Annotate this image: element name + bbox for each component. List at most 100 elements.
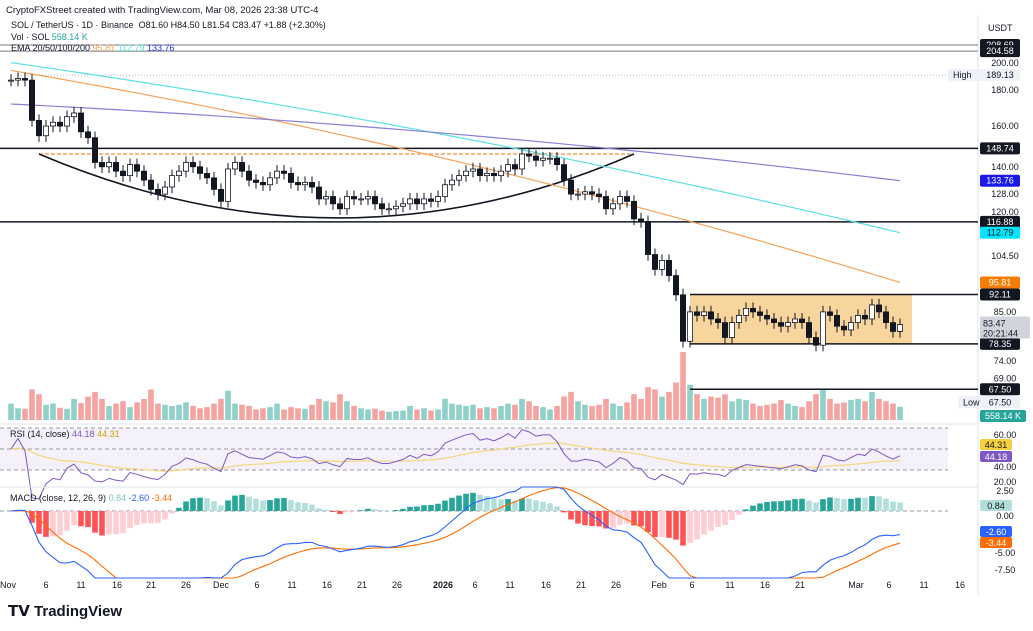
candle-body: [280, 170, 287, 174]
volume-bar: [288, 407, 294, 420]
rsi-line: [10, 429, 901, 500]
candle-body: [14, 78, 21, 81]
rsi-legend: RSI (14, close) 44.18 44.31: [10, 429, 120, 439]
volume-bar: [267, 407, 273, 420]
volume-bar: [421, 408, 427, 420]
volume-bar: [113, 403, 119, 420]
level-label-bg: [980, 142, 1020, 155]
credit-text: CryptoFXStreet created with TradingView.…: [6, 5, 319, 16]
macd-hist-bar: [715, 511, 721, 527]
candle-body: [392, 205, 399, 210]
candle-body: [869, 304, 876, 320]
macd-hist-bar: [596, 511, 602, 527]
macd-hist-bar: [78, 511, 84, 527]
volume-bar: [127, 407, 133, 420]
macd-hist-bar: [85, 511, 91, 528]
ema-label: 112.79: [987, 228, 1014, 238]
macd-signal-value: -3.44: [151, 493, 173, 503]
candle-body: [526, 153, 533, 157]
candle-body: [259, 182, 266, 186]
candle-body: [497, 170, 504, 177]
candle-body: [364, 196, 371, 200]
volume-bar: [736, 398, 742, 420]
rsi-tick: 60.00: [994, 430, 1017, 440]
macd-label-bg: [980, 526, 1012, 537]
volume-bar: [799, 407, 805, 420]
volume-bar: [414, 409, 420, 420]
candle-body: [106, 162, 113, 168]
macd-hist-bar: [442, 500, 448, 511]
candle-body: [469, 168, 476, 172]
candle-body: [210, 177, 217, 190]
macd-hist-bar: [99, 511, 105, 536]
level-label: 208.69: [986, 40, 1014, 50]
macd-hist-bar: [400, 508, 406, 511]
candle-body: [252, 179, 259, 183]
time-tick: Mar: [848, 580, 864, 590]
symbol-line: SOL / TetherUS · 1D · Binance: [11, 20, 134, 30]
candle-body: [238, 162, 245, 172]
volume-bar: [813, 394, 819, 420]
candle-body: [189, 162, 196, 168]
macd-hist-bar: [323, 509, 329, 511]
candle-body: [217, 188, 224, 202]
candle-body: [533, 155, 540, 161]
candle-body: [624, 196, 631, 202]
volume-bar: [470, 404, 476, 420]
candle-body: [504, 164, 511, 172]
ema200-value: 133.76: [147, 43, 175, 53]
candle-body: [147, 179, 154, 190]
macd-hist-bar: [589, 511, 595, 527]
macd-hist-bar: [575, 511, 581, 524]
volume-bar: [50, 403, 56, 420]
candle-body: [7, 79, 14, 82]
volume-bar: [92, 391, 98, 420]
candle-body: [120, 170, 127, 177]
macd-hist-bar: [617, 511, 623, 526]
macd-hist-bar: [757, 503, 763, 511]
volume-bar: [701, 398, 707, 420]
time-tick: 21: [576, 580, 586, 590]
volume-bar: [106, 405, 112, 420]
volume-bar: [29, 389, 35, 420]
candle-body: [610, 203, 617, 210]
ema-label: 133.76: [986, 176, 1014, 186]
candle-body: [427, 198, 434, 202]
volume-bar: [162, 404, 168, 420]
macd-hist-bar: [638, 511, 644, 527]
macd-hist-bar: [771, 501, 777, 511]
macd-hist-bar: [855, 497, 861, 511]
macd-hist-bar: [568, 511, 574, 520]
rsi-title: RSI (14, close): [10, 429, 70, 439]
candle-body: [36, 119, 43, 137]
candle-body: [245, 170, 252, 181]
macd-hist-bar: [162, 511, 168, 520]
candle-body: [540, 157, 547, 161]
candle-body: [154, 188, 161, 195]
macd-hist-bar: [519, 498, 525, 511]
macd-hist-bar: [792, 499, 798, 511]
candle-body: [666, 259, 673, 276]
volume-bar: [771, 403, 777, 420]
candle-body: [547, 157, 554, 160]
volume-bar: [8, 403, 14, 420]
ema-line: [10, 62, 901, 234]
volume-bar: [624, 402, 630, 420]
candle-body: [420, 198, 427, 205]
volume-bar: [757, 405, 763, 420]
candle-body: [764, 315, 771, 320]
volume-bar: [43, 404, 49, 420]
level-label: 148.74: [986, 143, 1014, 153]
macd-hist-bar: [414, 506, 420, 511]
macd-hist-bar: [876, 496, 882, 511]
volume-bar: [785, 403, 791, 420]
volume-bar: [141, 398, 147, 420]
price-tick: 140.00: [991, 162, 1019, 172]
candle-body: [855, 315, 862, 323]
volume-label-bg: [980, 410, 1026, 422]
vol-value: 558.14 K: [51, 32, 88, 42]
macd-label: -2.60: [986, 527, 1007, 537]
volume-bar: [407, 405, 413, 420]
